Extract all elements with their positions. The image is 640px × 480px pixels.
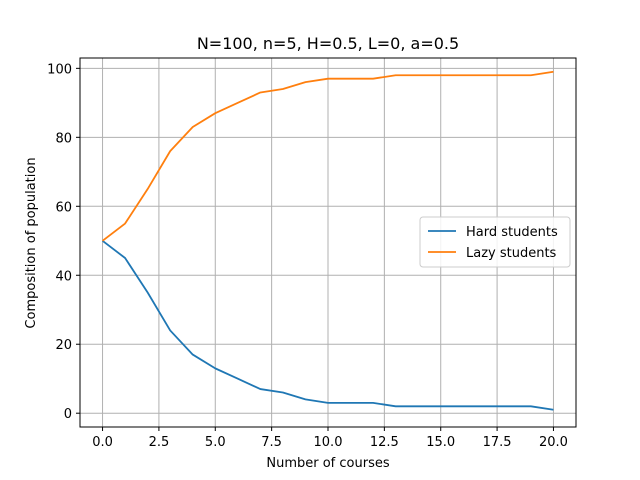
- series-line-lazy-students: [102, 70, 554, 242]
- y-tick-label: 40: [55, 269, 72, 284]
- x-tick-label: 20.0: [539, 435, 568, 450]
- y-tick-label: 100: [47, 62, 72, 77]
- y-axis-ticks: 0 20 40 60 80 100: [47, 62, 80, 422]
- x-axis-label: Number of courses: [266, 456, 389, 471]
- x-tick-label: 7.5: [261, 435, 282, 450]
- y-tick-label: 0: [64, 407, 72, 422]
- x-tick-label: 17.5: [483, 435, 512, 450]
- x-tick-label: 2.5: [149, 435, 170, 450]
- y-tick-label: 80: [55, 131, 72, 146]
- legend-box: [419, 216, 571, 268]
- x-axis-ticks: 0.0 2.5 5.0 7.5 10.0 12.5 15.0 17.5 20.0: [92, 427, 568, 450]
- legend: Hard students Lazy students: [419, 216, 571, 268]
- legend-label: Lazy students: [466, 246, 557, 261]
- x-tick-label: 12.5: [370, 435, 399, 450]
- y-axis-label: Composition of population: [24, 157, 39, 328]
- x-tick-label: 10.0: [314, 435, 343, 450]
- legend-label: Hard students: [466, 225, 558, 240]
- y-tick-label: 60: [55, 200, 72, 215]
- series-lines: [102, 70, 554, 411]
- x-tick-label: 15.0: [426, 435, 455, 450]
- series-line-hard-students: [102, 240, 554, 411]
- grid-lines: [80, 58, 576, 427]
- chart-title: N=100, n=5, H=0.5, L=0, a=0.5: [197, 34, 459, 53]
- x-tick-label: 5.0: [205, 435, 226, 450]
- x-tick-label: 0.0: [92, 435, 113, 450]
- y-tick-label: 20: [55, 338, 72, 353]
